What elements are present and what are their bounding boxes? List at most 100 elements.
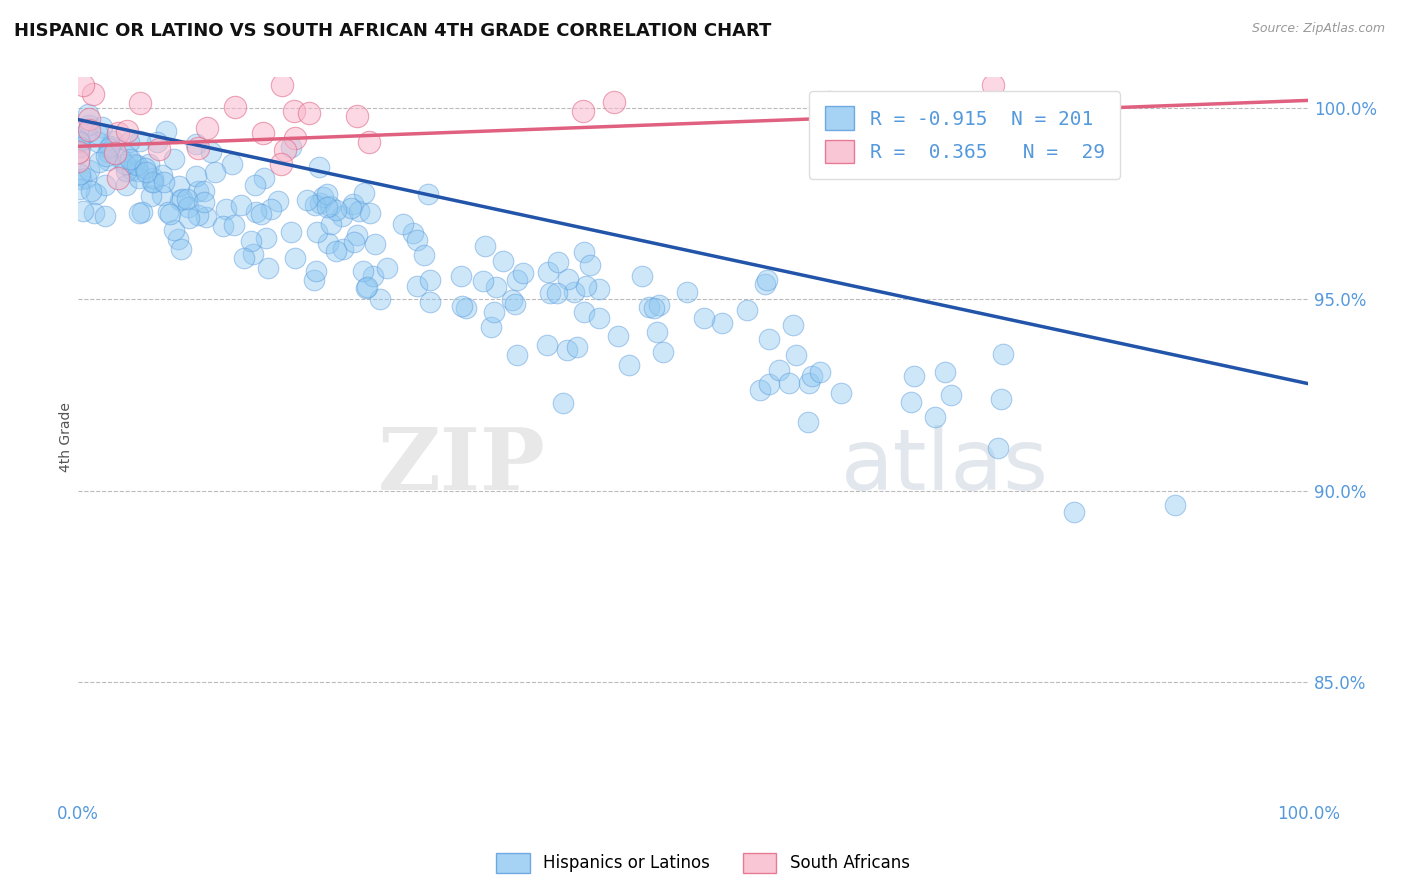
Point: [758, 376, 780, 391]
Point: [163, 152, 186, 166]
Point: [332, 242, 354, 256]
Point: [479, 320, 502, 334]
Point: [768, 363, 790, 377]
Point: [222, 218, 245, 232]
Point: [579, 258, 602, 272]
Point: [917, 118, 939, 132]
Point: [1164, 499, 1187, 513]
Point: [567, 340, 589, 354]
Point: [107, 126, 129, 140]
Point: [167, 232, 190, 246]
Point: [139, 188, 162, 202]
Point: [167, 179, 190, 194]
Point: [86, 128, 108, 142]
Point: [785, 348, 807, 362]
Point: [239, 235, 262, 249]
Point: [450, 269, 472, 284]
Point: [304, 197, 326, 211]
Point: [364, 237, 387, 252]
Point: [90, 120, 112, 134]
Point: [630, 268, 652, 283]
Point: [77, 112, 100, 127]
Point: [603, 95, 626, 109]
Point: [252, 126, 274, 140]
Point: [77, 162, 100, 177]
Point: [243, 178, 266, 192]
Point: [343, 235, 366, 250]
Point: [562, 285, 585, 300]
Point: [574, 245, 596, 260]
Point: [270, 157, 292, 171]
Point: [110, 153, 132, 167]
Point: [142, 171, 165, 186]
Point: [94, 149, 117, 163]
Point: [69, 136, 91, 150]
Point: [607, 328, 630, 343]
Point: [69, 168, 91, 182]
Point: [575, 278, 598, 293]
Point: [260, 202, 283, 216]
Point: [267, 194, 290, 208]
Point: [900, 395, 922, 409]
Point: [156, 205, 179, 219]
Point: [903, 369, 925, 384]
Point: [284, 131, 307, 145]
Point: [128, 171, 150, 186]
Point: [155, 124, 177, 138]
Point: [315, 200, 337, 214]
Point: [67, 134, 90, 148]
Point: [138, 157, 160, 171]
Point: [312, 189, 335, 203]
Point: [319, 198, 342, 212]
Point: [346, 110, 368, 124]
Text: atlas: atlas: [841, 425, 1049, 508]
Point: [115, 164, 138, 178]
Point: [97, 153, 120, 167]
Point: [283, 104, 305, 119]
Point: [456, 301, 478, 315]
Legend: Hispanics or Latinos, South Africans: Hispanics or Latinos, South Africans: [489, 847, 917, 880]
Point: [70, 172, 93, 186]
Point: [187, 184, 209, 198]
Point: [924, 409, 946, 424]
Point: [325, 203, 347, 218]
Point: [308, 160, 330, 174]
Point: [419, 294, 441, 309]
Point: [204, 165, 226, 179]
Point: [941, 388, 963, 402]
Point: [451, 299, 474, 313]
Point: [347, 204, 370, 219]
Point: [406, 234, 429, 248]
Point: [330, 209, 353, 223]
Point: [67, 181, 90, 195]
Point: [472, 274, 495, 288]
Point: [538, 286, 561, 301]
Point: [309, 196, 332, 211]
Point: [817, 95, 839, 109]
Point: [506, 349, 529, 363]
Point: [280, 140, 302, 154]
Point: [87, 135, 110, 149]
Point: [117, 124, 139, 138]
Point: [359, 206, 381, 220]
Point: [75, 171, 97, 186]
Point: [67, 146, 90, 161]
Point: [643, 301, 665, 315]
Point: [412, 248, 434, 262]
Point: [69, 140, 91, 154]
Point: [749, 383, 772, 397]
Point: [993, 347, 1015, 361]
Point: [242, 247, 264, 261]
Point: [1063, 505, 1085, 519]
Text: HISPANIC OR LATINO VS SOUTH AFRICAN 4TH GRADE CORRELATION CHART: HISPANIC OR LATINO VS SOUTH AFRICAN 4TH …: [14, 22, 772, 40]
Point: [170, 243, 193, 257]
Point: [474, 239, 496, 253]
Point: [339, 201, 361, 215]
Point: [391, 217, 413, 231]
Point: [135, 165, 157, 179]
Point: [127, 163, 149, 178]
Point: [245, 204, 267, 219]
Point: [72, 78, 94, 92]
Point: [797, 376, 820, 390]
Point: [122, 157, 145, 171]
